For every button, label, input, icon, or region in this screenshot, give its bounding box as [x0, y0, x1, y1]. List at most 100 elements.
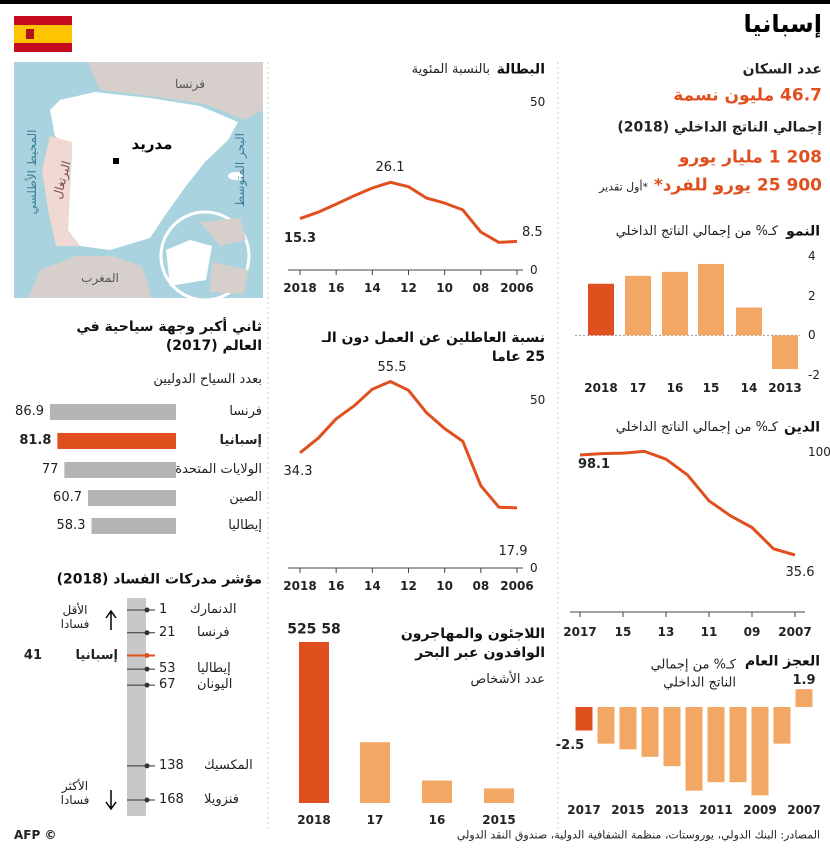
x-tick-label: 2013: [655, 802, 689, 817]
rank-dot: [144, 607, 150, 613]
chart-subtitle: كـ% من إجمالي الناتج الداخلي: [615, 420, 778, 436]
rank-dot: [144, 797, 150, 803]
data-label: 58.3: [56, 518, 86, 534]
x-tick-label: 08: [472, 280, 490, 295]
bar: [773, 707, 791, 744]
chart-title: النمو: [786, 223, 820, 240]
data-label: 15.3: [283, 231, 317, 247]
bar: [662, 271, 688, 336]
footnote: *أول تقدير: [599, 180, 648, 194]
sources: المصادر: البنك الدولي، يوروستات، منظمة ا…: [456, 828, 820, 842]
data-label: 41: [23, 647, 42, 663]
rank-dot: [144, 653, 150, 659]
data-label: 81.8: [19, 433, 52, 449]
x-tick-label: 2015: [482, 812, 516, 827]
map-label: المحيط الأطلسي: [24, 129, 39, 215]
x-tick-label: 2017: [563, 624, 597, 639]
chart-title: العجز العام: [744, 653, 820, 670]
x-tick-label: 16: [327, 578, 345, 593]
y-tick-label: 0: [808, 328, 816, 343]
x-tick-label: 2009: [743, 802, 777, 817]
fact-label: إجمالي الناتج الداخلي (2018): [617, 119, 822, 136]
chart-title: مؤشر مدركات الفساد (2018): [56, 571, 262, 588]
fact-label: عدد السكان: [742, 61, 822, 78]
data-label: 1: [159, 602, 168, 618]
rank-dot: [144, 682, 150, 688]
rank-dot: [144, 630, 150, 636]
y-tick-label: 0: [530, 262, 538, 277]
x-tick-label: 2018: [297, 812, 331, 827]
x-tick-label: 2006: [500, 280, 534, 295]
x-tick-label: 2011: [699, 802, 733, 817]
bar: [795, 689, 813, 707]
map-label: المغرب: [81, 270, 119, 285]
y-tick-label: 50: [530, 392, 546, 407]
data-label: 34.3: [283, 464, 313, 480]
fact-value: 900 25 يورو للفرد*: [653, 175, 822, 196]
y-tick-label: 100: [808, 444, 830, 459]
data-label: 55.5: [377, 360, 407, 376]
bar: [484, 788, 514, 803]
corruption-scale: [127, 598, 146, 816]
data-label: 60.7: [53, 490, 82, 506]
bar: [422, 780, 452, 803]
category-label: إيطاليا: [197, 661, 231, 677]
x-tick-label: 09: [743, 624, 761, 639]
bar: [736, 307, 762, 336]
chart-title: نسبة العاطلين عن العمل دون الـ 25 عاما: [321, 330, 545, 365]
chart-subtitle: بالنسبة المئوية: [411, 62, 490, 78]
bar: [698, 263, 724, 336]
chart-subtitle: كـ% من إجمالي الناتج الداخلي: [615, 224, 778, 240]
map-label: مدريد: [131, 134, 173, 153]
bar: [685, 707, 703, 791]
data-label: 53: [159, 661, 176, 677]
x-tick-label: 16: [666, 380, 684, 395]
bar: [57, 433, 176, 449]
data-label: 8.5: [522, 225, 543, 241]
x-tick-label: 17: [629, 380, 647, 395]
x-tick-label: 12: [400, 578, 417, 593]
bar: [772, 335, 798, 370]
x-tick-label: 2015: [611, 802, 645, 817]
data-label: 77: [41, 462, 59, 478]
x-tick-label: 14: [740, 380, 758, 395]
map-label: فرنسا: [174, 76, 206, 91]
x-tick-label: 17: [366, 812, 384, 827]
bar: [64, 462, 176, 478]
bar: [299, 642, 329, 803]
x-tick-label: 2017: [567, 802, 601, 817]
category-label: الصين: [229, 490, 262, 506]
arrow-up: [105, 609, 117, 630]
bar: [49, 404, 177, 420]
flag: [14, 16, 72, 52]
data-label: -2.5: [555, 738, 585, 754]
data-label: 35.6: [785, 565, 815, 581]
x-tick-label: 12: [400, 280, 417, 295]
data-label: 67: [159, 677, 176, 693]
y-tick-label: 4: [808, 248, 816, 263]
category-label: فنزويلا: [204, 792, 239, 808]
y-tick-label: -2: [808, 367, 820, 382]
x-tick-label: 10: [436, 578, 454, 593]
x-tick-label: 2018: [283, 280, 317, 295]
chart-subtitle: بعدد السياح الدوليين: [153, 372, 262, 388]
x-tick-label: 2006: [500, 578, 534, 593]
bar: [663, 707, 681, 767]
rank-dot: [144, 666, 150, 672]
x-tick-label: 2018: [283, 578, 317, 593]
bar: [87, 490, 176, 506]
arrow-down: [105, 790, 117, 811]
map-label: البحر المتوسط: [232, 133, 247, 207]
data-label: 98.1: [577, 457, 611, 473]
x-tick-label: 2007: [778, 624, 812, 639]
x-tick-label: 14: [363, 578, 381, 593]
bar: [625, 275, 651, 336]
y-tick-label: 2: [808, 288, 816, 303]
chart-title: البطالة: [496, 61, 545, 78]
x-tick-label: 16: [428, 812, 446, 827]
chart-title: اللاجئون والمهاجرون الوافدون عبر البحر: [400, 626, 545, 661]
data-label: 26.1: [375, 160, 405, 176]
y-tick-label: 0: [530, 560, 538, 575]
top-bar: [0, 0, 830, 4]
